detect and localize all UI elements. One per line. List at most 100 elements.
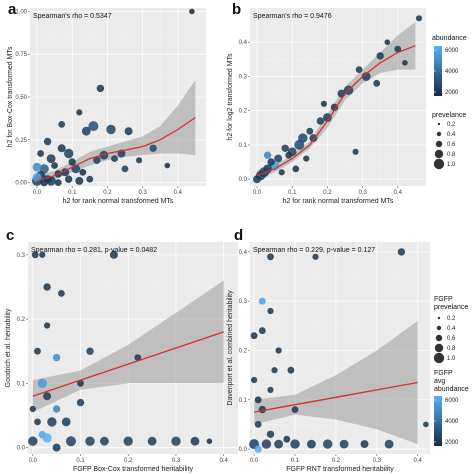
data-point	[28, 436, 38, 446]
data-point	[312, 253, 319, 260]
data-point	[109, 250, 118, 259]
x-tick-label: 0.1	[68, 190, 77, 196]
data-point	[52, 405, 61, 413]
x-tick-label: 0.4	[414, 458, 423, 464]
data-point	[254, 396, 262, 404]
y-tick-label: 0.2	[17, 317, 26, 323]
y-tick-label: 0.3	[17, 253, 26, 259]
y-tick-label: 0.3	[239, 299, 248, 305]
data-point	[123, 436, 133, 446]
data-point	[134, 354, 142, 361]
data-point	[373, 79, 381, 87]
data-point	[136, 157, 143, 164]
data-point	[37, 378, 47, 388]
data-point	[93, 156, 101, 164]
legends: abundance 6000 4000 2000 prevelance 0.2 0.4 0.6…	[432, 35, 469, 446]
data-point	[171, 436, 181, 446]
data-point	[61, 417, 71, 427]
colorbar	[434, 396, 442, 446]
confidence-ribbon	[32, 280, 224, 413]
colorbar	[434, 46, 442, 96]
data-point	[85, 436, 95, 446]
data-point	[271, 367, 278, 374]
data-point	[77, 379, 84, 387]
colorbar-label: 6000	[445, 398, 459, 404]
y-tick-label: 0.1	[17, 381, 26, 387]
data-point	[267, 158, 275, 166]
data-point	[397, 248, 406, 256]
data-point	[291, 406, 299, 413]
y-tick-label: 0.50	[15, 95, 27, 101]
data-point	[34, 418, 41, 426]
data-point	[79, 168, 87, 176]
legend-title: abundance	[434, 386, 469, 393]
x-tick-label: 0.3	[138, 190, 147, 196]
panel-d: 0.0 0.1 0.2 0.3 0.4 0.0 0.1 0.2 0.3 0.4 Spearman r…	[227, 227, 430, 473]
size-key	[436, 131, 442, 137]
fit-line	[253, 381, 418, 413]
data-point	[267, 386, 274, 393]
data-point	[86, 347, 94, 355]
data-point	[34, 347, 41, 355]
data-point	[76, 398, 85, 407]
fit-line	[256, 45, 416, 177]
size-key	[437, 316, 441, 320]
data-point	[124, 127, 133, 136]
y-tick-label: 0.2	[239, 348, 248, 354]
data-point	[57, 144, 66, 153]
y-tick-label: 0.4	[239, 40, 248, 46]
y-tick-label: 0.0	[17, 446, 26, 452]
size-key-label: 0.4	[447, 326, 456, 332]
data-point	[402, 60, 408, 66]
data-point	[43, 283, 51, 291]
size-key-label: 0.2	[447, 122, 456, 128]
data-point	[149, 144, 157, 152]
data-point	[267, 253, 274, 261]
x-tick-label: 0.4	[220, 458, 229, 464]
data-point	[423, 421, 429, 428]
data-point	[65, 175, 73, 183]
data-point	[106, 124, 116, 135]
confidence-ribbon	[37, 79, 196, 185]
data-point	[32, 162, 42, 172]
data-point	[75, 176, 84, 185]
y-tick-label: 0.1	[239, 398, 248, 404]
correlation-annotation: Spearman's rho = 0.9476	[253, 13, 332, 20]
data-point	[352, 148, 359, 155]
size-key	[434, 149, 444, 159]
data-point	[46, 154, 56, 164]
size-key	[435, 140, 443, 148]
data-point	[330, 103, 339, 112]
confidence-ribbon	[257, 21, 416, 180]
data-point	[66, 436, 76, 447]
x-axis-title: FGFP RNT transformed heritability	[286, 466, 394, 473]
data-point	[39, 251, 46, 258]
x-tick-label: 0.3	[373, 458, 382, 464]
data-point	[100, 436, 109, 446]
data-point	[86, 175, 94, 183]
data-point	[355, 66, 363, 73]
data-point	[323, 439, 333, 449]
data-point	[275, 347, 282, 354]
data-point	[307, 439, 316, 449]
correlation-annotation: Spearman's rho = 0.5347	[33, 13, 112, 20]
data-point	[164, 162, 171, 169]
data-point	[294, 139, 305, 150]
data-point	[37, 150, 44, 157]
x-tick-label: 0.0	[253, 190, 262, 196]
data-point	[384, 39, 391, 45]
x-tick-label: 0.4	[394, 190, 403, 196]
data-point	[206, 438, 213, 445]
data-point	[81, 126, 91, 136]
data-point	[254, 421, 262, 428]
data-point	[253, 175, 261, 184]
size-key-label: 0.2	[447, 316, 456, 322]
data-point	[46, 176, 56, 186]
data-point	[292, 165, 300, 173]
data-point	[251, 376, 258, 384]
x-axis-title: h2 for rank normal transformed MTs	[63, 198, 174, 205]
data-point	[360, 440, 369, 449]
data-point	[281, 144, 289, 152]
data-point	[121, 165, 129, 173]
